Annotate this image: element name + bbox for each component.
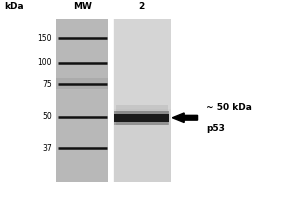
Text: 75: 75 bbox=[42, 80, 52, 89]
Bar bbox=[56, 78, 108, 89]
Bar bbox=[113, 19, 171, 182]
Text: 37: 37 bbox=[42, 144, 52, 153]
Bar bbox=[116, 105, 168, 115]
Text: p53: p53 bbox=[206, 124, 225, 133]
Text: kDa: kDa bbox=[4, 2, 24, 11]
Text: MW: MW bbox=[73, 2, 92, 11]
Text: ~ 50 kDa: ~ 50 kDa bbox=[206, 103, 252, 112]
Bar bbox=[114, 122, 169, 125]
Text: 150: 150 bbox=[38, 34, 52, 43]
FancyArrow shape bbox=[172, 113, 198, 123]
Text: 50: 50 bbox=[42, 112, 52, 121]
Bar bbox=[114, 111, 169, 114]
Bar bbox=[114, 114, 169, 122]
Text: 2: 2 bbox=[139, 2, 145, 11]
Bar bbox=[116, 120, 168, 125]
Bar bbox=[56, 19, 108, 182]
Bar bbox=[113, 19, 171, 109]
Text: 100: 100 bbox=[38, 58, 52, 67]
